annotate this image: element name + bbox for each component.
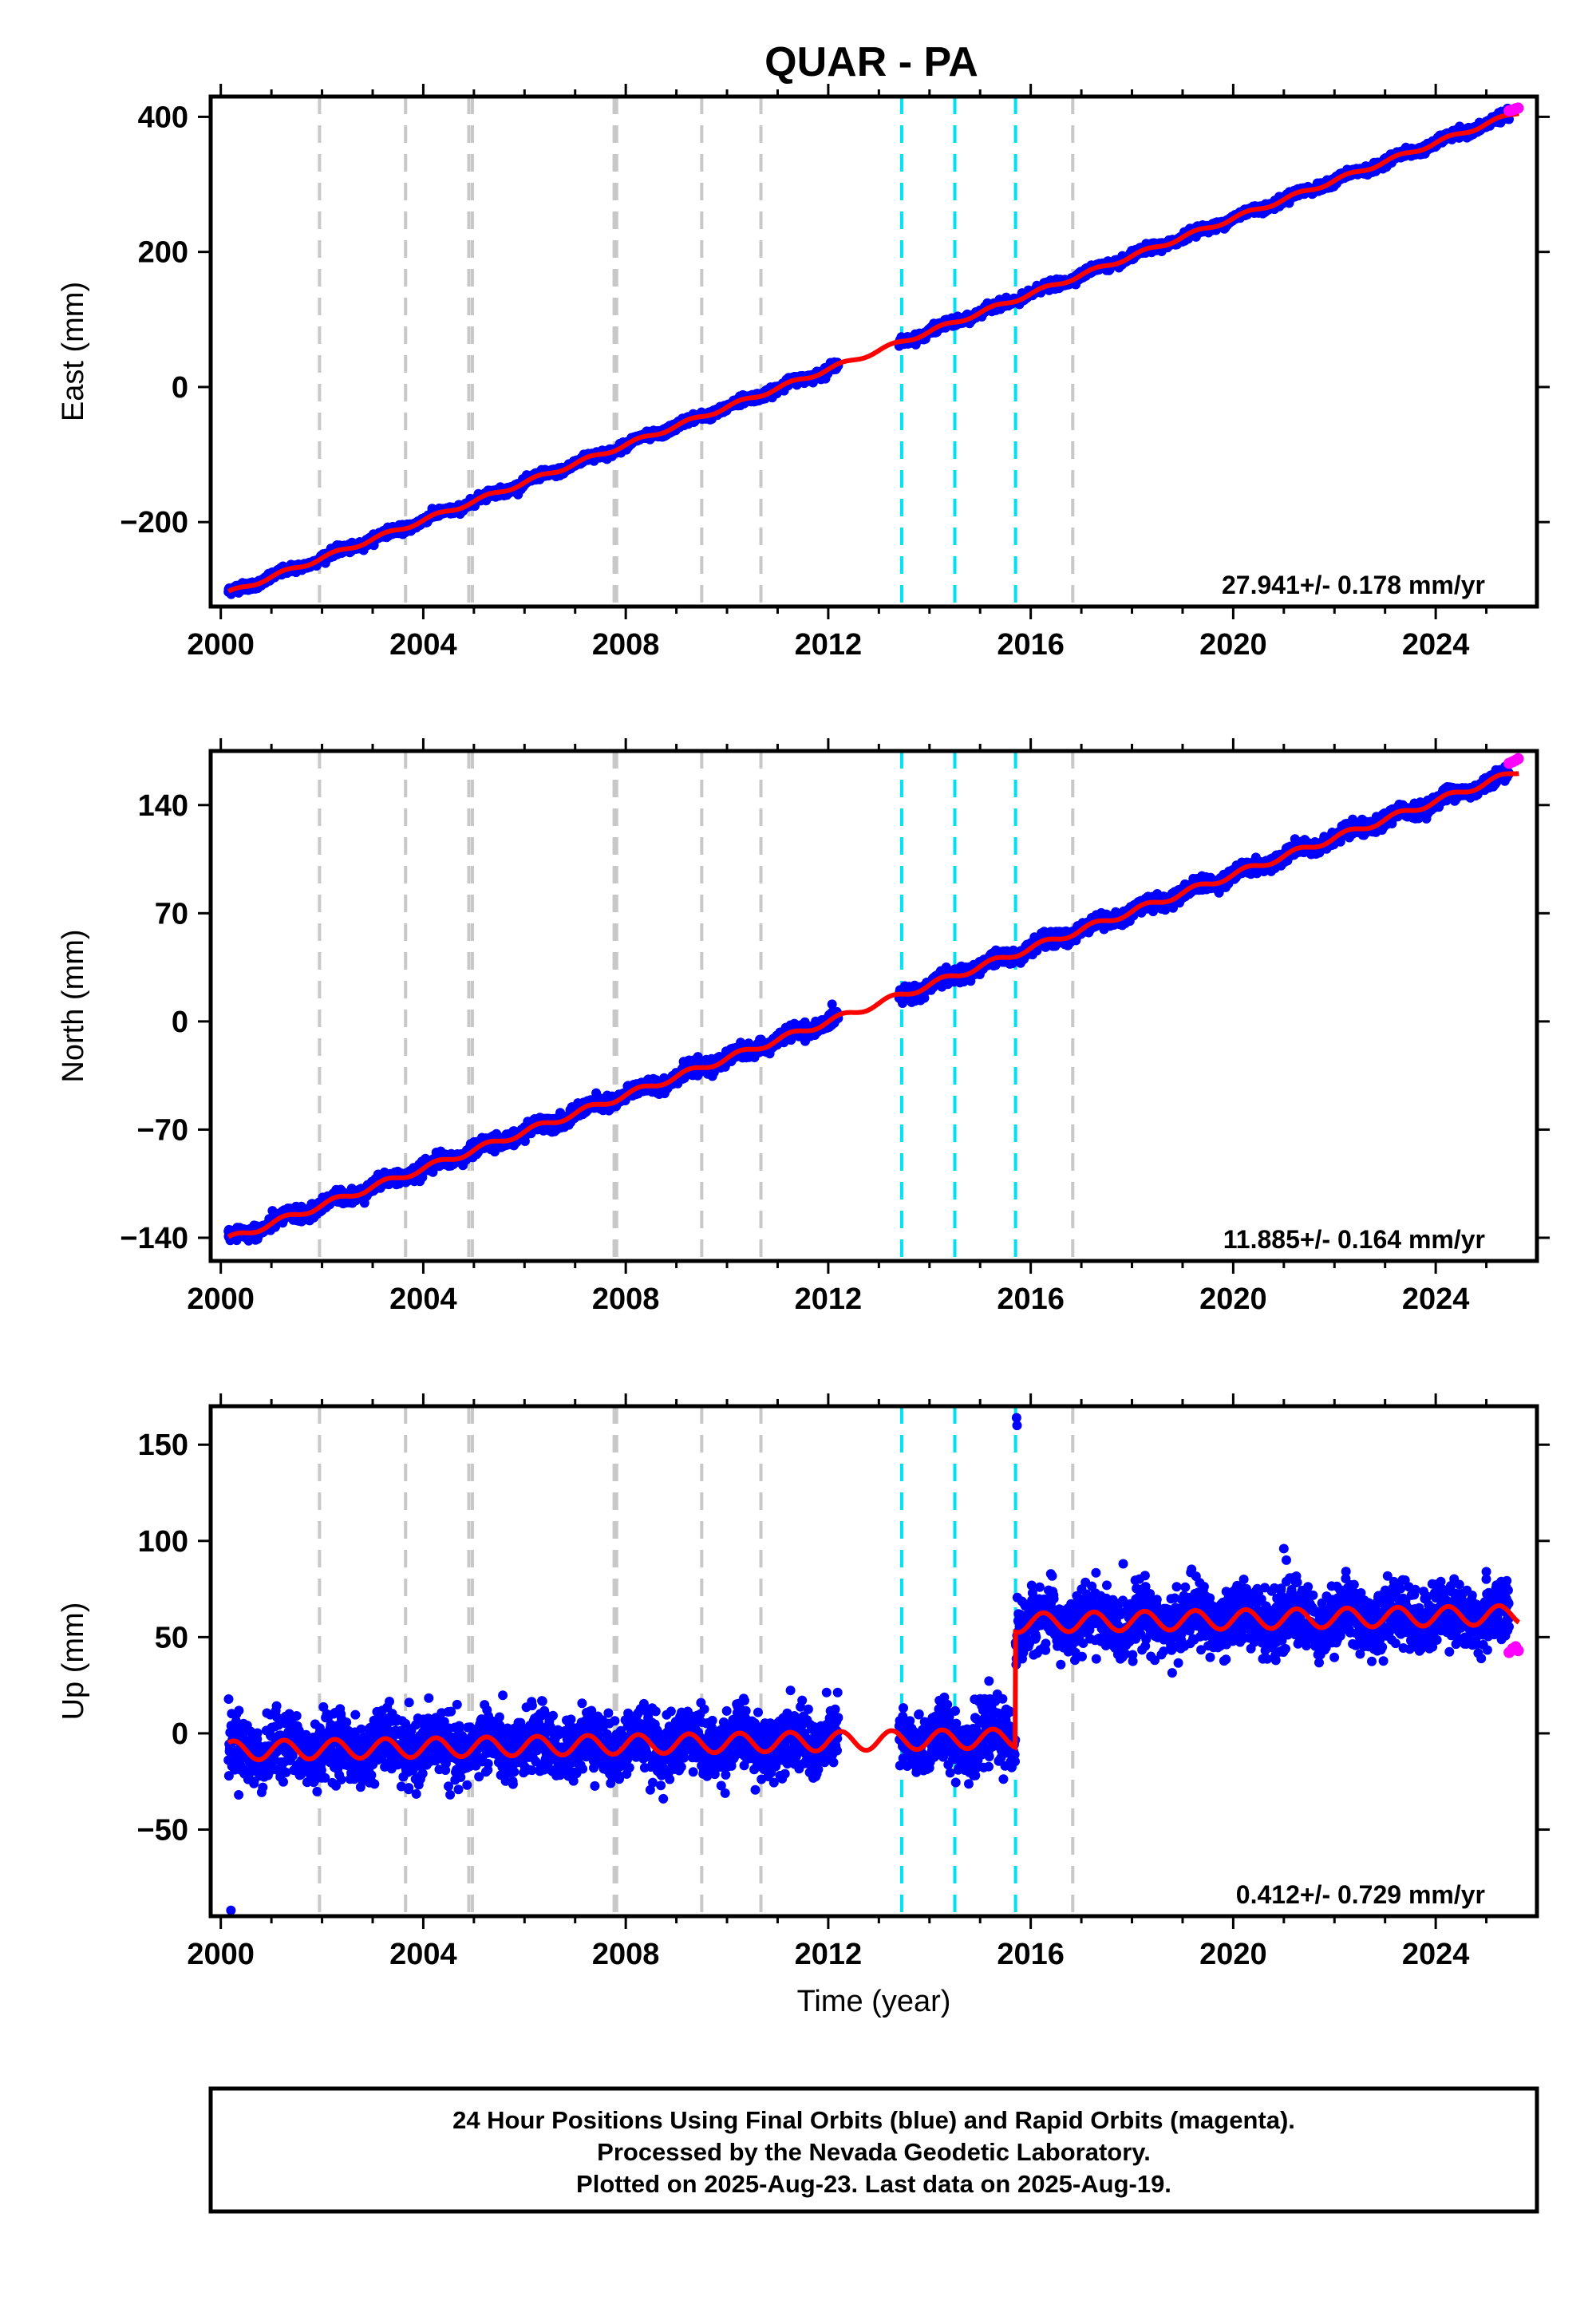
y-tick-label: 0 [172, 371, 188, 405]
y-tick-label: −200 [120, 506, 188, 539]
x-tick-label: 2016 [997, 628, 1065, 662]
y-tick-label: 200 [138, 236, 188, 270]
x-tick-label: 2020 [1199, 628, 1267, 662]
x-tick-label: 2024 [1402, 628, 1470, 662]
y-tick-label: 400 [138, 101, 188, 134]
plot-area [223, 97, 1524, 607]
rapid-orbit-point [1512, 102, 1524, 114]
figure-title: QUAR - PA [764, 39, 978, 85]
x-tick-label: 2000 [187, 628, 255, 662]
plot-area [223, 751, 1524, 1261]
east-panel: 2000 2004 2008 2012 2016 2020 20244002000−200E… [57, 84, 1550, 662]
x-tick-label: 2012 [795, 628, 863, 662]
velocity-label: 27.941+/- 0.178 mm/yr [1222, 571, 1485, 599]
x-tick-label: 2008 [592, 628, 660, 662]
north-panel: 2000 2004 2008 2012 2016 2020 2024140700−70−14… [57, 738, 1550, 1316]
model-fit-line [227, 111, 1519, 594]
x-tick-label: 2004 [389, 628, 457, 662]
y-axis-label: East (mm) [57, 282, 90, 421]
